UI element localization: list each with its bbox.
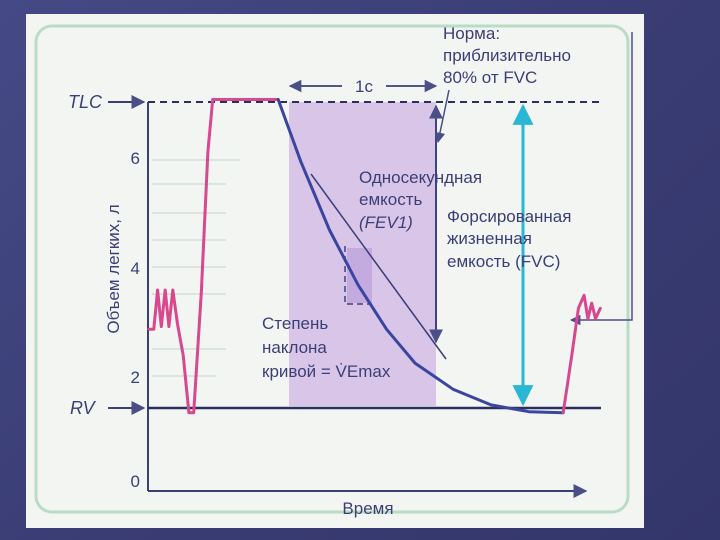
- fev1-note-line3: (FEV1): [359, 213, 413, 232]
- spirogram-chart: 0 2 4 6 TLC RV Объем легких, л Время 1c …: [34, 24, 633, 518]
- norm-note-line3: 80% от FVC: [443, 68, 537, 87]
- plot-frame: [34, 24, 630, 514]
- one-second-label: 1c: [355, 77, 373, 96]
- curve-segment-3: [561, 293, 602, 415]
- fvc-note-line2: жизненная: [447, 229, 532, 248]
- curve-segment-2: [276, 98, 565, 415]
- slope-note-line3: кривой = V̇Emax: [262, 362, 391, 381]
- y-axis-title: Объем легких, л: [104, 204, 123, 333]
- norm-pointer-line: [569, 32, 633, 326]
- slope-note-line2: наклона: [262, 338, 327, 357]
- curve-layer: [147, 98, 602, 415]
- slope-note-line1: Степень: [262, 314, 328, 333]
- x-axis-title: Время: [342, 499, 393, 518]
- norm-note-line2: приблизительно: [443, 46, 571, 65]
- slope-tangent-box: [344, 246, 372, 305]
- fvc-note-line3: емкость (FVC): [447, 252, 560, 271]
- rv-label: RV: [70, 398, 97, 418]
- fev1-note-line1: Односекундная: [359, 168, 482, 187]
- norm-note-arrow: [434, 89, 450, 144]
- fev1-note-line2: емкость: [359, 190, 423, 209]
- y-tick-label: 6: [131, 149, 140, 168]
- y-tick-label: 0: [131, 472, 140, 491]
- tlc-label: TLC: [68, 92, 103, 112]
- y-tick-labels: 0 2 4 6: [131, 149, 140, 491]
- curve-segment-1: [147, 98, 280, 415]
- y-tick-label: 4: [131, 259, 140, 278]
- slope-tangent-fill: [347, 248, 372, 303]
- grid-lines: [152, 159, 240, 377]
- slope-tangent-line: [310, 173, 447, 360]
- spirogram-figure: 0 2 4 6 TLC RV Объем легких, л Время 1c …: [26, 14, 644, 528]
- norm-note-line1: Норма:: [443, 24, 500, 43]
- fvc-note-line1: Форсированная: [447, 207, 571, 226]
- y-tick-label: 2: [131, 368, 140, 387]
